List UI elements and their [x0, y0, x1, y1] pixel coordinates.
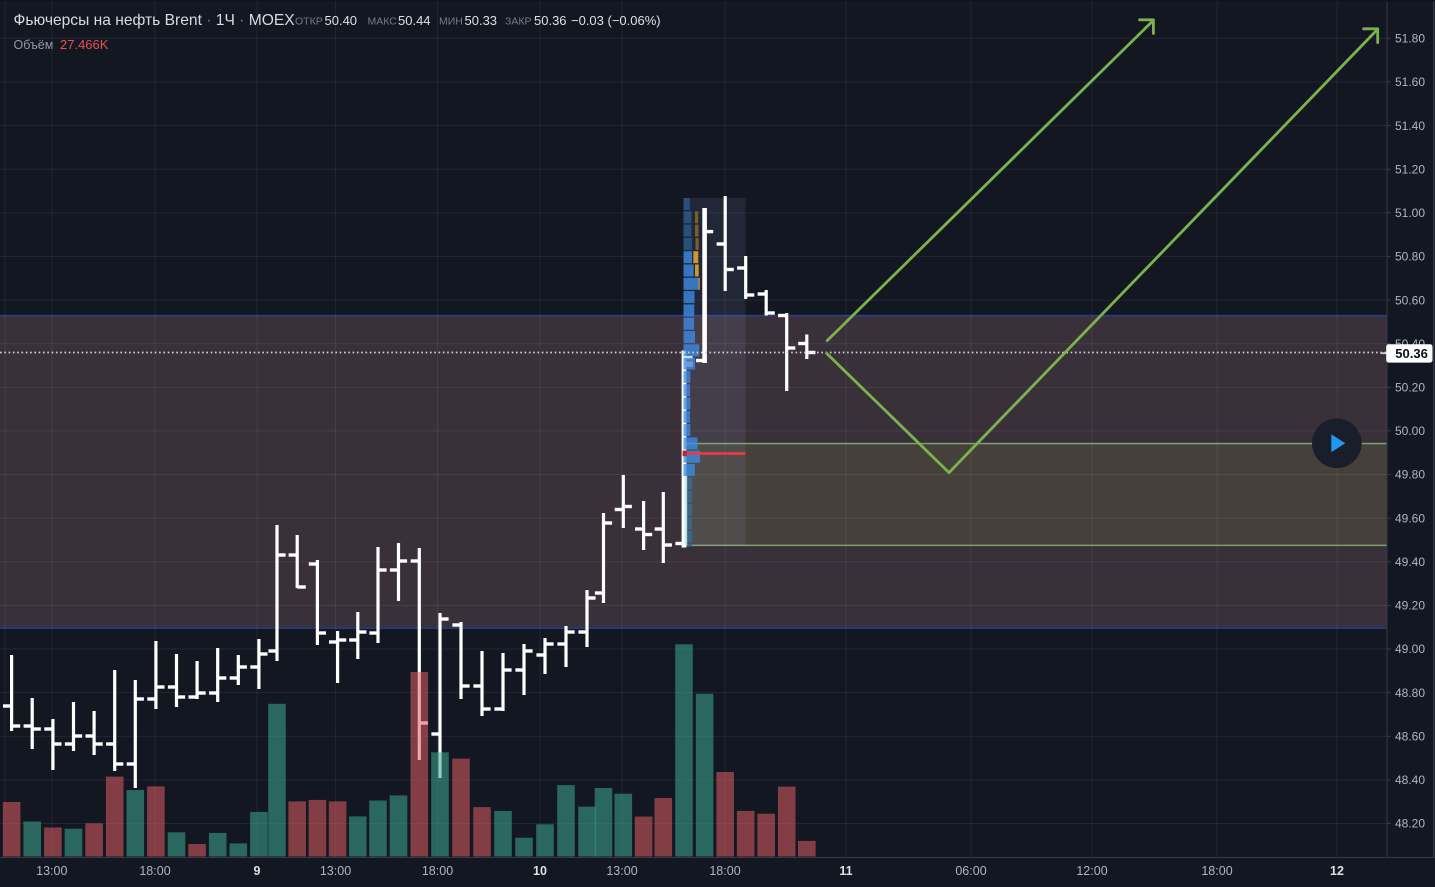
svg-text:50.36: 50.36 — [1395, 346, 1428, 361]
svg-text:51.60: 51.60 — [1395, 75, 1425, 89]
svg-text:10: 10 — [533, 864, 547, 878]
svg-text:18:00: 18:00 — [1201, 864, 1232, 878]
svg-text:50.80: 50.80 — [1395, 250, 1425, 264]
svg-text:13:00: 13:00 — [320, 864, 351, 878]
svg-text:27.466K: 27.466K — [60, 37, 109, 52]
svg-text:9: 9 — [254, 864, 261, 878]
svg-text:50.60: 50.60 — [1395, 293, 1425, 307]
svg-text:МАКС: МАКС — [368, 16, 398, 28]
svg-text:48.80: 48.80 — [1395, 686, 1425, 700]
svg-text:49.40: 49.40 — [1395, 555, 1425, 569]
svg-text:12:00: 12:00 — [1076, 864, 1107, 878]
svg-text:13:00: 13:00 — [606, 864, 637, 878]
svg-text:48.60: 48.60 — [1395, 730, 1425, 744]
svg-text:51.00: 51.00 — [1395, 206, 1425, 220]
svg-text:50.33: 50.33 — [465, 13, 498, 28]
svg-text:13:00: 13:00 — [36, 864, 67, 878]
svg-text:50.44: 50.44 — [398, 13, 431, 28]
svg-text:11: 11 — [839, 864, 852, 878]
svg-text:51.40: 51.40 — [1395, 119, 1425, 133]
svg-text:06:00: 06:00 — [955, 864, 986, 878]
svg-text:ЗАКР: ЗАКР — [505, 16, 531, 28]
svg-text:49.00: 49.00 — [1395, 642, 1425, 656]
svg-text:12: 12 — [1330, 864, 1344, 878]
svg-text:−0.03 (−0.06%): −0.03 (−0.06%) — [571, 13, 661, 28]
svg-text:Фьючерсы на нефть Brent · 1Ч ·: Фьючерсы на нефть Brent · 1Ч · MOEX — [14, 12, 296, 29]
svg-text:50.20: 50.20 — [1395, 381, 1425, 395]
svg-text:51.20: 51.20 — [1395, 162, 1425, 176]
svg-text:МИН: МИН — [439, 16, 463, 28]
svg-text:18:00: 18:00 — [422, 864, 453, 878]
svg-text:48.20: 48.20 — [1395, 817, 1425, 831]
svg-text:18:00: 18:00 — [709, 864, 740, 878]
svg-text:51.80: 51.80 — [1395, 32, 1425, 46]
svg-text:18:00: 18:00 — [139, 864, 170, 878]
svg-text:50.40: 50.40 — [325, 13, 358, 28]
svg-text:49.20: 49.20 — [1395, 599, 1425, 613]
svg-text:49.60: 49.60 — [1395, 511, 1425, 525]
svg-text:48.40: 48.40 — [1395, 773, 1425, 787]
svg-text:ОТКР: ОТКР — [295, 16, 323, 28]
svg-text:50.00: 50.00 — [1395, 424, 1425, 438]
svg-text:50.36: 50.36 — [534, 13, 567, 28]
svg-text:Объём: Объём — [14, 38, 54, 52]
svg-text:49.80: 49.80 — [1395, 468, 1425, 482]
